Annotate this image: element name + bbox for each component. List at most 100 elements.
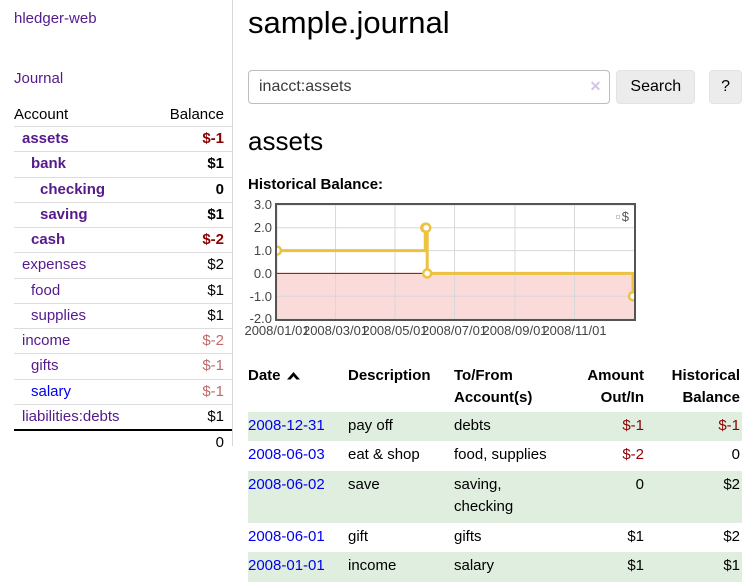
account-balance: $-2	[151, 327, 232, 354]
register-row: 2008-06-01 gift gifts $1 $2	[248, 523, 742, 553]
account-row: expenses $2	[14, 252, 232, 278]
account-balance: $1	[151, 201, 232, 228]
main-content: sample.journal ✕ Search ? assets Histori…	[244, 0, 742, 582]
transaction-historical-balance: 0	[731, 446, 740, 464]
search-input[interactable]	[248, 70, 611, 105]
y-axis-tick-label: 0.0	[253, 265, 272, 281]
x-axis-tick-label: 2008/01/01	[244, 323, 310, 339]
account-balance-table: Account Balance assets $-1 bank $1 check…	[14, 104, 232, 456]
transaction-date-link[interactable]: 2008-01-01	[248, 557, 325, 575]
transaction-amount: $-1	[562, 411, 646, 442]
transaction-accounts: debts	[454, 411, 562, 442]
y-axis-tick-label: 3.0	[253, 197, 272, 213]
account-balance: $-1	[151, 125, 232, 152]
account-link[interactable]: expenses	[22, 256, 87, 274]
account-row: cash $-2	[14, 226, 232, 253]
account-link[interactable]: assets	[22, 130, 69, 147]
date-column-header[interactable]: Date	[248, 363, 348, 412]
balance-column-header: Balance	[169, 106, 224, 123]
account-table-body: assets $-1 bank $1 checking 0 saving $1 …	[14, 125, 232, 430]
account-link[interactable]: income	[22, 332, 71, 349]
account-row: saving $1	[14, 201, 232, 228]
transaction-date-link[interactable]: 2008-12-31	[248, 416, 325, 434]
search-box: ✕	[248, 70, 611, 105]
account-link[interactable]: saving	[40, 205, 88, 223]
transaction-historical-balance: $2	[646, 470, 742, 523]
transaction-historical-balance: $1	[646, 552, 742, 582]
account-balance: $-2	[151, 226, 232, 253]
register-table: Date Description To/From Account(s) Amou…	[248, 363, 742, 582]
account-link[interactable]: checking	[40, 180, 106, 198]
sort-asc-icon	[286, 365, 300, 387]
account-link[interactable]: salary	[31, 382, 72, 400]
brand-link[interactable]: hledger-web	[14, 10, 97, 27]
register-row: 2008-01-01 income salary $1 $1	[248, 552, 742, 582]
account-balance: $1	[151, 403, 232, 430]
balance-total-value: 0	[151, 428, 232, 456]
tofrom-column-header: To/From Account(s)	[454, 367, 533, 407]
sidebar: hledger-web Journal Account Balance asse…	[0, 0, 233, 456]
search-form: ✕ Search ?	[248, 70, 742, 105]
transaction-historical-balance: $-1	[646, 411, 742, 442]
chart-legend: $	[615, 209, 629, 225]
chart-plot-area: $	[275, 203, 636, 322]
x-axis-tick-label: 2008/05/01	[362, 323, 428, 339]
page-title: sample.journal	[248, 5, 450, 40]
app-brand: hledger-web	[14, 10, 232, 27]
account-balance: $-1	[151, 353, 232, 379]
clear-search-icon[interactable]: ✕	[589, 78, 602, 95]
account-link[interactable]: gifts	[31, 357, 59, 375]
account-link[interactable]: cash	[31, 231, 66, 248]
account-balance: 0	[151, 176, 232, 203]
transaction-amount: $-2	[622, 446, 644, 464]
legend-label: $	[621, 209, 629, 225]
account-row: salary $-1	[14, 378, 232, 405]
help-button[interactable]: ?	[709, 70, 742, 105]
x-axis-tick-label: 2008/09/01	[482, 323, 548, 339]
transaction-description: gift	[348, 527, 369, 545]
transaction-amount: $1	[562, 552, 646, 582]
account-row: checking 0	[14, 176, 232, 203]
account-balance: $1	[151, 277, 232, 304]
historical-balance-chart: $ 3.0 2.0 1.0 0.0 -1.0 -2.0 2008/01/01 2008/03/…	[244, 197, 742, 343]
transaction-description: save	[348, 470, 454, 523]
chart-label: Historical Balance:	[248, 176, 384, 194]
register-row: 2008-06-02 save saving, checking 0 $2	[248, 470, 742, 523]
chart-canvas	[277, 205, 634, 320]
transaction-accounts: food, supplies	[454, 446, 547, 464]
account-column-header: Account	[14, 106, 69, 123]
account-row: income $-2	[14, 327, 232, 354]
x-axis-tick-label: 2008/03/01	[302, 323, 369, 339]
account-link[interactable]: supplies	[31, 306, 87, 324]
transaction-accounts: salary	[454, 552, 562, 582]
legend-swatch-border	[615, 214, 620, 219]
transaction-date-link[interactable]: 2008-06-03	[248, 446, 325, 464]
register-row: 2008-06-03 eat & shop food, supplies $-2…	[248, 441, 742, 471]
description-column-header: Description	[348, 367, 431, 385]
amount-column-header: Amount Out/In	[587, 367, 644, 407]
transaction-date-link[interactable]: 2008-06-02	[248, 475, 325, 493]
journal-link[interactable]: Journal	[14, 70, 64, 87]
historical-column-header: Historical Balance	[671, 367, 740, 407]
account-balance: $-1	[151, 378, 232, 405]
x-axis-tick-label: 2008/11/01	[542, 323, 607, 339]
register-header-row: Date Description To/From Account(s) Amou…	[248, 363, 742, 412]
search-button[interactable]: Search	[616, 70, 696, 105]
transaction-amount: $1	[627, 527, 644, 545]
account-balance: $1	[151, 302, 232, 329]
account-row: gifts $-1	[14, 353, 232, 379]
account-link[interactable]: food	[31, 281, 61, 299]
transaction-description: pay off	[348, 411, 454, 442]
account-link[interactable]: liabilities:debts	[22, 407, 120, 425]
account-row: supplies $1	[14, 302, 232, 329]
x-axis-tick-label: 2008/07/01	[421, 323, 488, 339]
account-row: assets $-1	[14, 125, 232, 152]
nav-journal: Journal	[14, 70, 232, 87]
transaction-date-link[interactable]: 2008-06-01	[248, 527, 325, 545]
y-axis-tick-label: -2.0	[249, 311, 272, 327]
account-row: bank $1	[14, 151, 232, 177]
account-link[interactable]: bank	[31, 155, 67, 173]
account-balance: $2	[151, 252, 232, 278]
transaction-historical-balance: $2	[723, 527, 740, 545]
